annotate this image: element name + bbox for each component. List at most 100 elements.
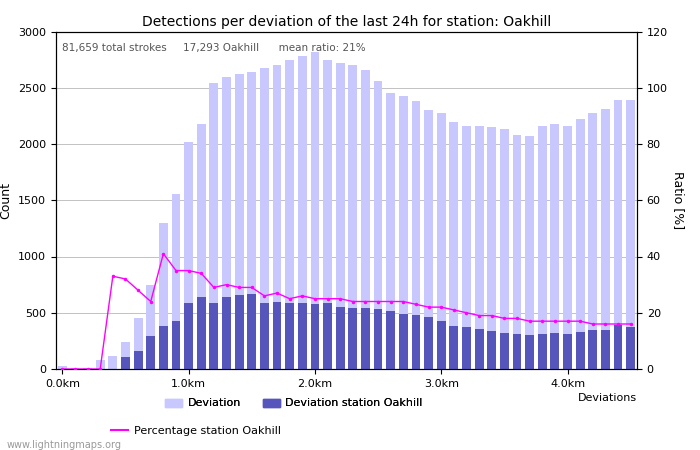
Bar [437, 112, 446, 369]
Bar [349, 308, 357, 369]
Legend: Deviation, Deviation station Oakhill: Deviation, Deviation station Oakhill [161, 394, 427, 413]
Bar [159, 223, 168, 369]
Percentage station Oakhill [538, 319, 547, 324]
Bar [298, 56, 307, 369]
Percentage station Oakhill [500, 316, 509, 321]
Percentage station Oakhill [589, 321, 597, 327]
Bar [449, 122, 459, 369]
Percentage station Oakhill [108, 274, 117, 279]
Bar [575, 332, 584, 369]
Bar [525, 136, 534, 369]
Bar [462, 126, 471, 369]
Bar [449, 326, 459, 369]
Bar [374, 81, 382, 369]
Bar [563, 126, 572, 369]
Bar [487, 331, 496, 369]
Percentage station Oakhill [513, 316, 522, 321]
Bar [550, 124, 559, 369]
Bar [172, 194, 181, 369]
Bar [626, 327, 635, 369]
Percentage station Oakhill [121, 276, 130, 282]
Bar [71, 368, 79, 369]
Percentage station Oakhill [564, 319, 572, 324]
Percentage station Oakhill [336, 296, 344, 302]
Percentage station Oakhill [349, 299, 357, 304]
Bar [614, 325, 622, 369]
Percentage station Oakhill [449, 307, 458, 313]
Bar [475, 328, 484, 369]
Percentage station Oakhill [626, 321, 635, 327]
Y-axis label: Ratio [%]: Ratio [%] [671, 171, 685, 230]
Bar [209, 83, 218, 369]
Percentage station Oakhill [412, 302, 420, 307]
Bar [601, 109, 610, 369]
Bar [386, 94, 395, 369]
Percentage station Oakhill [601, 321, 610, 327]
Bar [184, 142, 193, 369]
Bar [412, 315, 421, 369]
Percentage station Oakhill [184, 268, 192, 273]
Percentage station Oakhill [223, 282, 231, 287]
Percentage station Oakhill [172, 268, 180, 273]
Percentage station Oakhill [298, 293, 307, 299]
Percentage station Oakhill [83, 366, 92, 372]
Percentage station Oakhill [248, 285, 256, 290]
Bar [424, 317, 433, 369]
Bar [159, 326, 168, 369]
Bar [311, 52, 319, 369]
Bar [146, 284, 155, 369]
Text: 81,659 total strokes     17,293 Oakhill      mean ratio: 21%: 81,659 total strokes 17,293 Oakhill mean… [62, 43, 365, 53]
Percentage station Oakhill [614, 321, 622, 327]
Percentage station Oakhill [487, 313, 496, 318]
Percentage station Oakhill [71, 366, 79, 372]
Percentage station Oakhill [286, 296, 294, 302]
Bar [336, 307, 344, 369]
Bar [475, 126, 484, 369]
Y-axis label: Count: Count [0, 182, 13, 219]
Bar [222, 76, 231, 369]
Percentage station Oakhill [424, 304, 433, 310]
Bar [121, 342, 130, 369]
Bar [336, 63, 344, 369]
Bar [96, 360, 104, 369]
Bar [222, 297, 231, 369]
Percentage station Oakhill [475, 313, 483, 318]
Bar [437, 320, 446, 369]
Bar [361, 70, 370, 369]
Bar [550, 333, 559, 369]
Percentage station Oakhill [576, 319, 584, 324]
Bar [538, 334, 547, 369]
Bar [399, 96, 408, 369]
Bar [121, 356, 130, 369]
Line: Percentage station Oakhill: Percentage station Oakhill [62, 252, 631, 370]
Bar [500, 130, 509, 369]
Bar [58, 365, 66, 369]
Bar [512, 334, 522, 369]
Percentage station Oakhill [146, 299, 155, 304]
Bar [589, 329, 597, 369]
Bar [361, 308, 370, 369]
Bar [272, 302, 281, 369]
Bar [349, 65, 357, 369]
Bar [525, 335, 534, 369]
Percentage station Oakhill [159, 251, 167, 256]
Bar [298, 302, 307, 369]
Bar [172, 320, 181, 369]
Bar [197, 297, 206, 369]
Percentage station Oakhill [134, 288, 142, 293]
Bar [323, 302, 332, 369]
Percentage station Oakhill [311, 296, 319, 302]
Bar [285, 59, 294, 369]
Bar [575, 119, 584, 369]
Percentage station Oakhill [462, 310, 470, 315]
Percentage station Oakhill [526, 319, 534, 324]
Text: Deviations: Deviations [578, 392, 637, 403]
Bar [512, 135, 522, 369]
Percentage station Oakhill [374, 299, 382, 304]
Percentage station Oakhill [361, 299, 370, 304]
Bar [374, 310, 382, 369]
Percentage station Oakhill [386, 299, 395, 304]
Bar [272, 65, 281, 369]
Bar [184, 302, 193, 369]
Percentage station Oakhill [323, 296, 332, 302]
